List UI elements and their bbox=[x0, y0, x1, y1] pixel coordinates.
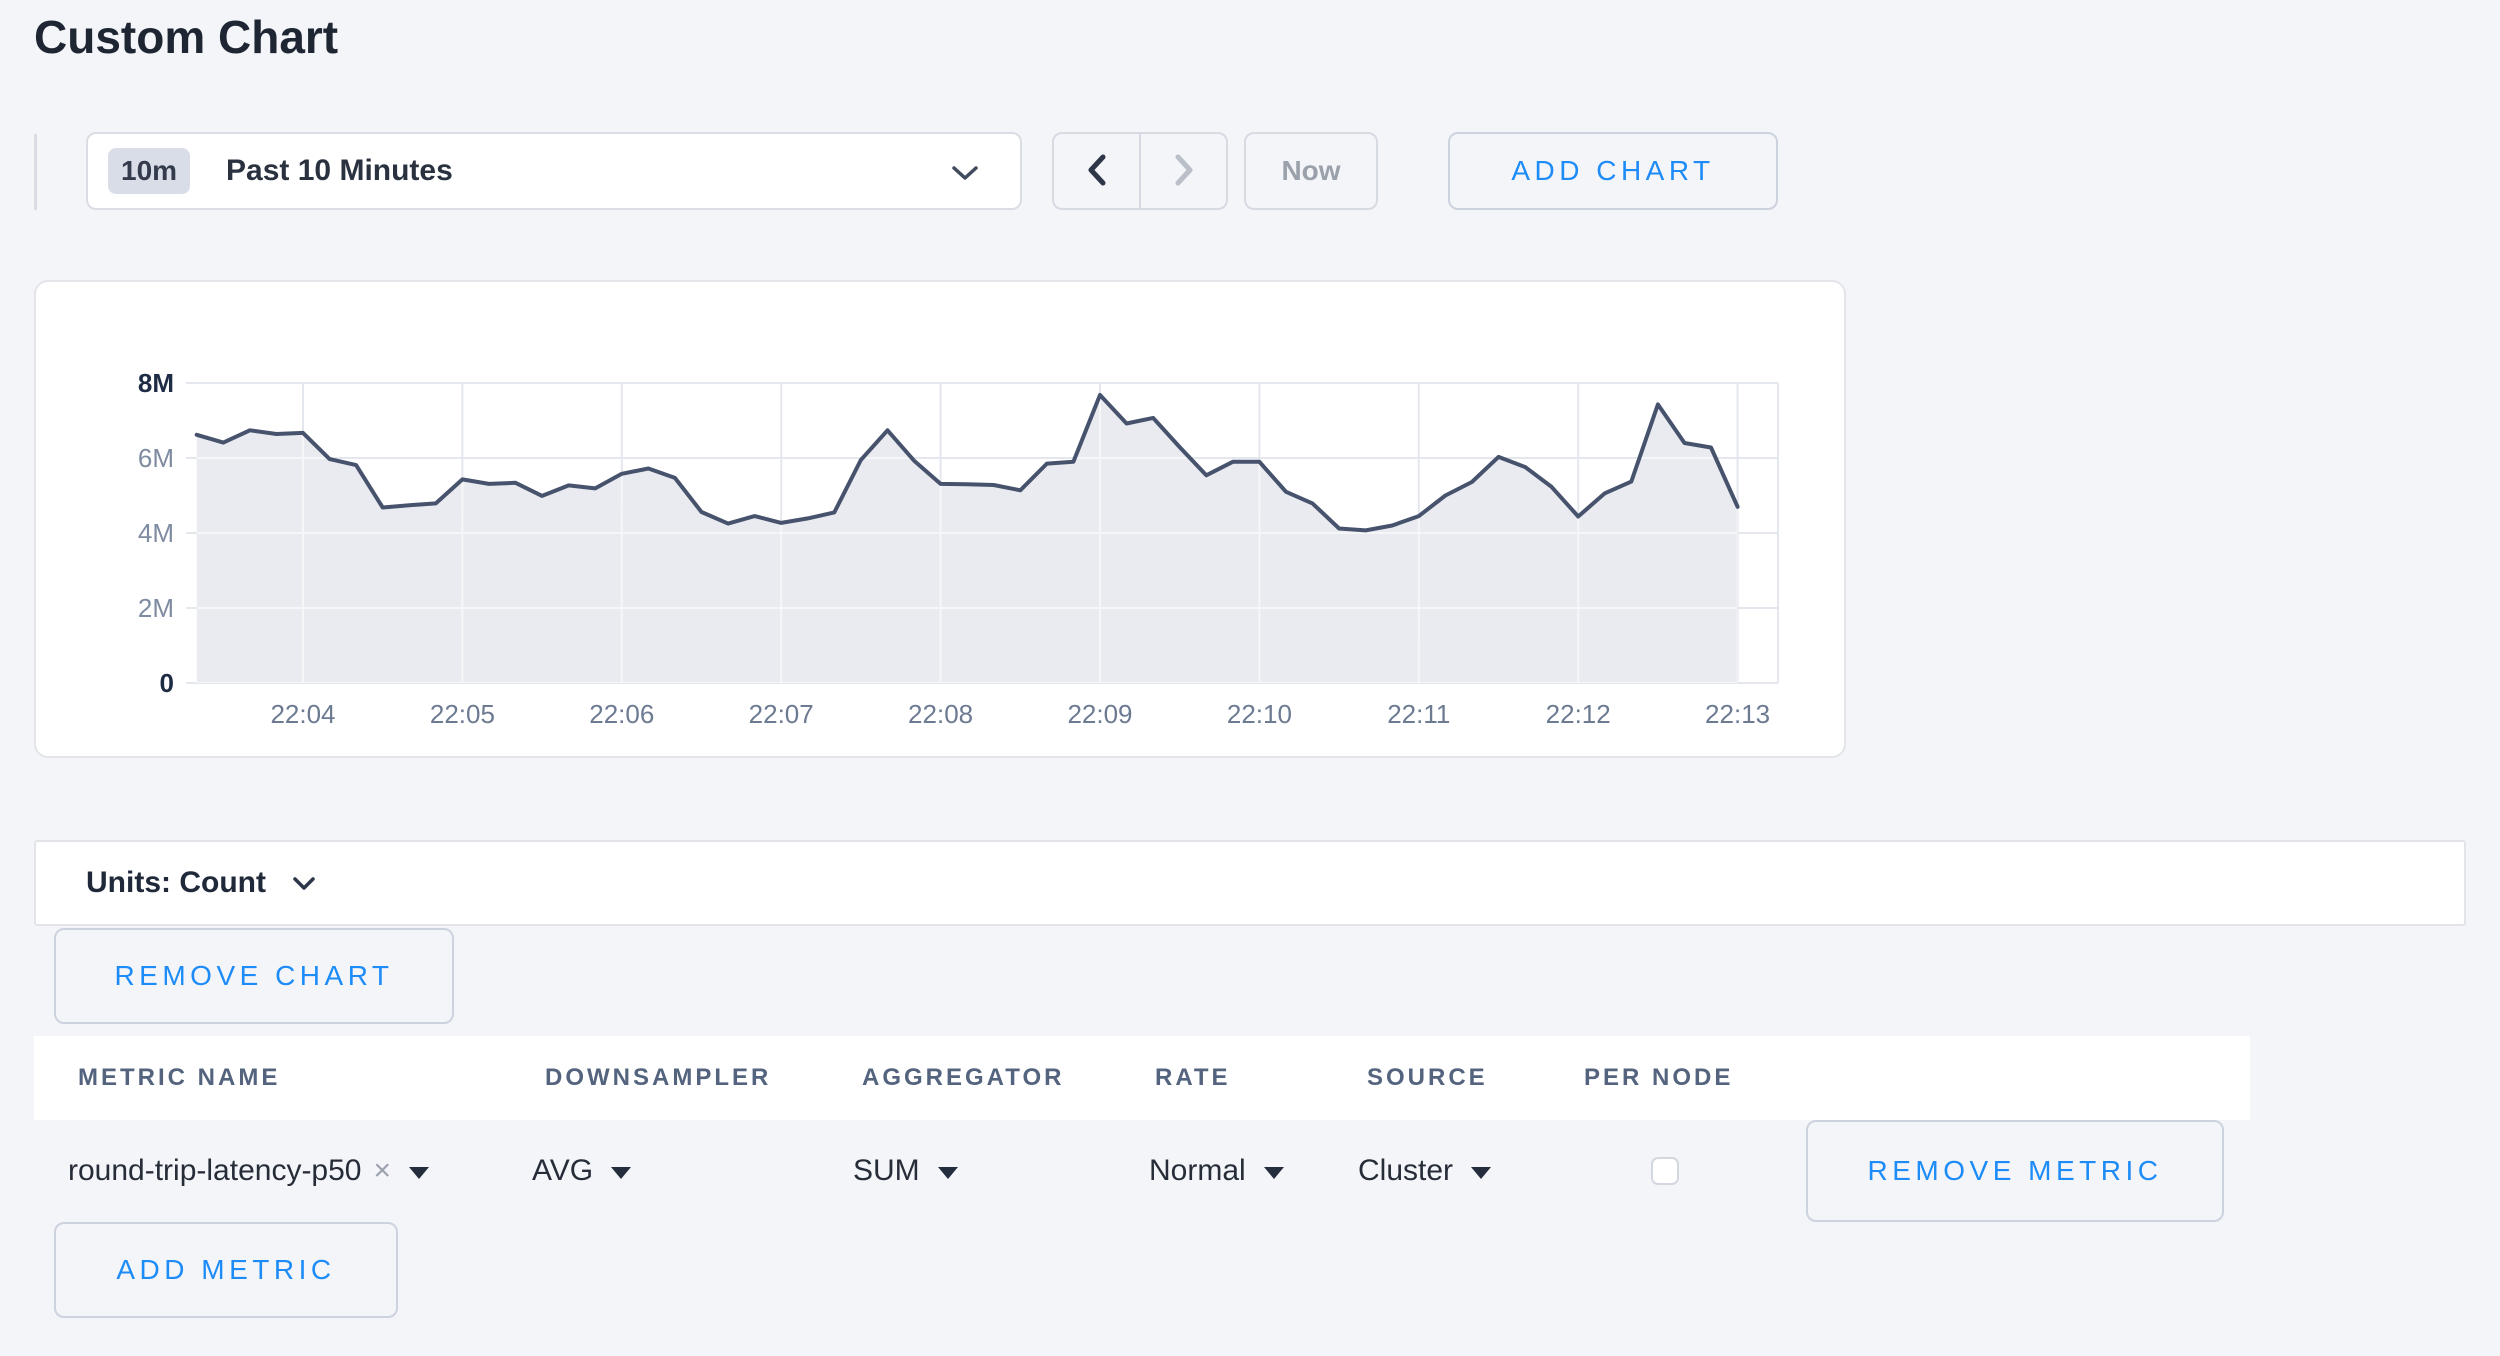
aggregator-select[interactable]: SUM bbox=[853, 1154, 958, 1188]
caret-down-icon bbox=[937, 1167, 958, 1179]
chart-card: 0 2M 4M 6M 8M 22:04 22:05 22:06 22:07 22:08 22:09 2… bbox=[34, 280, 1846, 758]
column-header-metric-name: METRIC NAME bbox=[78, 1064, 281, 1091]
chevron-left-icon bbox=[1085, 152, 1109, 191]
column-header-downsampler: DOWNSAMPLER bbox=[545, 1064, 772, 1091]
svg-text:22:10: 22:10 bbox=[1227, 699, 1292, 729]
caret-down-icon bbox=[611, 1167, 632, 1179]
svg-text:6M: 6M bbox=[138, 443, 174, 473]
aggregator-value: SUM bbox=[853, 1154, 920, 1187]
svg-text:4M: 4M bbox=[138, 518, 174, 548]
chevron-down-icon bbox=[292, 876, 316, 896]
metric-name-select[interactable]: round-trip-latency-p50 × bbox=[68, 1154, 430, 1188]
downsampler-value: AVG bbox=[532, 1154, 594, 1187]
svg-text:0: 0 bbox=[160, 668, 174, 698]
add-metric-button[interactable]: ADD METRIC bbox=[54, 1222, 398, 1318]
svg-text:22:08: 22:08 bbox=[908, 699, 973, 729]
time-pager bbox=[1052, 132, 1228, 210]
metric-row: round-trip-latency-p50 × AVG SUM Normal … bbox=[34, 1120, 2250, 1222]
time-forward-button[interactable] bbox=[1141, 134, 1226, 208]
svg-text:22:04: 22:04 bbox=[270, 699, 335, 729]
add-chart-button[interactable]: ADD CHART bbox=[1448, 132, 1778, 210]
metrics-area-chart: 0 2M 4M 6M 8M 22:04 22:05 22:06 22:07 22:08 22:09 2… bbox=[36, 282, 1844, 756]
time-window-badge: 10m bbox=[108, 148, 191, 194]
column-header-aggregator: AGGREGATOR bbox=[862, 1064, 1065, 1091]
caret-down-icon bbox=[1263, 1167, 1284, 1179]
svg-text:22:13: 22:13 bbox=[1705, 699, 1770, 729]
metrics-table-header: METRIC NAME DOWNSAMPLER AGGREGATOR RATE … bbox=[34, 1036, 2250, 1120]
rate-value: Normal bbox=[1149, 1154, 1246, 1187]
column-header-per-node: PER NODE bbox=[1584, 1064, 1734, 1091]
svg-text:22:06: 22:06 bbox=[589, 699, 654, 729]
chevron-down-icon bbox=[950, 164, 980, 187]
caret-down-icon bbox=[1471, 1167, 1492, 1179]
page-title: Custom Chart bbox=[34, 11, 339, 63]
source-value: Cluster bbox=[1358, 1154, 1454, 1187]
svg-text:22:05: 22:05 bbox=[430, 699, 495, 729]
svg-text:2M: 2M bbox=[138, 593, 174, 623]
downsampler-select[interactable]: AVG bbox=[532, 1154, 632, 1188]
remove-metric-button[interactable]: REMOVE METRIC bbox=[1806, 1120, 2224, 1222]
toolbar-divider bbox=[34, 134, 37, 210]
units-label: Units: Count bbox=[86, 866, 266, 899]
svg-text:22:11: 22:11 bbox=[1387, 699, 1450, 729]
column-header-rate: RATE bbox=[1155, 1064, 1231, 1091]
svg-text:22:09: 22:09 bbox=[1067, 699, 1132, 729]
per-node-checkbox[interactable] bbox=[1651, 1157, 1679, 1185]
close-icon[interactable]: × bbox=[373, 1154, 392, 1187]
svg-text:22:12: 22:12 bbox=[1546, 699, 1611, 729]
chevron-right-icon bbox=[1172, 152, 1196, 191]
now-button[interactable]: Now bbox=[1244, 132, 1378, 210]
time-back-button[interactable] bbox=[1054, 134, 1141, 208]
rate-select[interactable]: Normal bbox=[1149, 1154, 1284, 1188]
time-window-label: Past 10 Minutes bbox=[226, 154, 453, 187]
metric-name-value: round-trip-latency-p50 bbox=[68, 1154, 362, 1187]
column-header-source: SOURCE bbox=[1367, 1064, 1488, 1091]
time-window-dropdown[interactable]: 10m Past 10 Minutes bbox=[86, 132, 1022, 210]
svg-text:22:07: 22:07 bbox=[749, 699, 814, 729]
units-dropdown[interactable]: Units: Count bbox=[34, 840, 2466, 926]
remove-chart-button[interactable]: REMOVE CHART bbox=[54, 928, 454, 1024]
svg-text:8M: 8M bbox=[138, 368, 174, 398]
caret-down-icon bbox=[409, 1167, 430, 1179]
source-select[interactable]: Cluster bbox=[1358, 1154, 1492, 1188]
